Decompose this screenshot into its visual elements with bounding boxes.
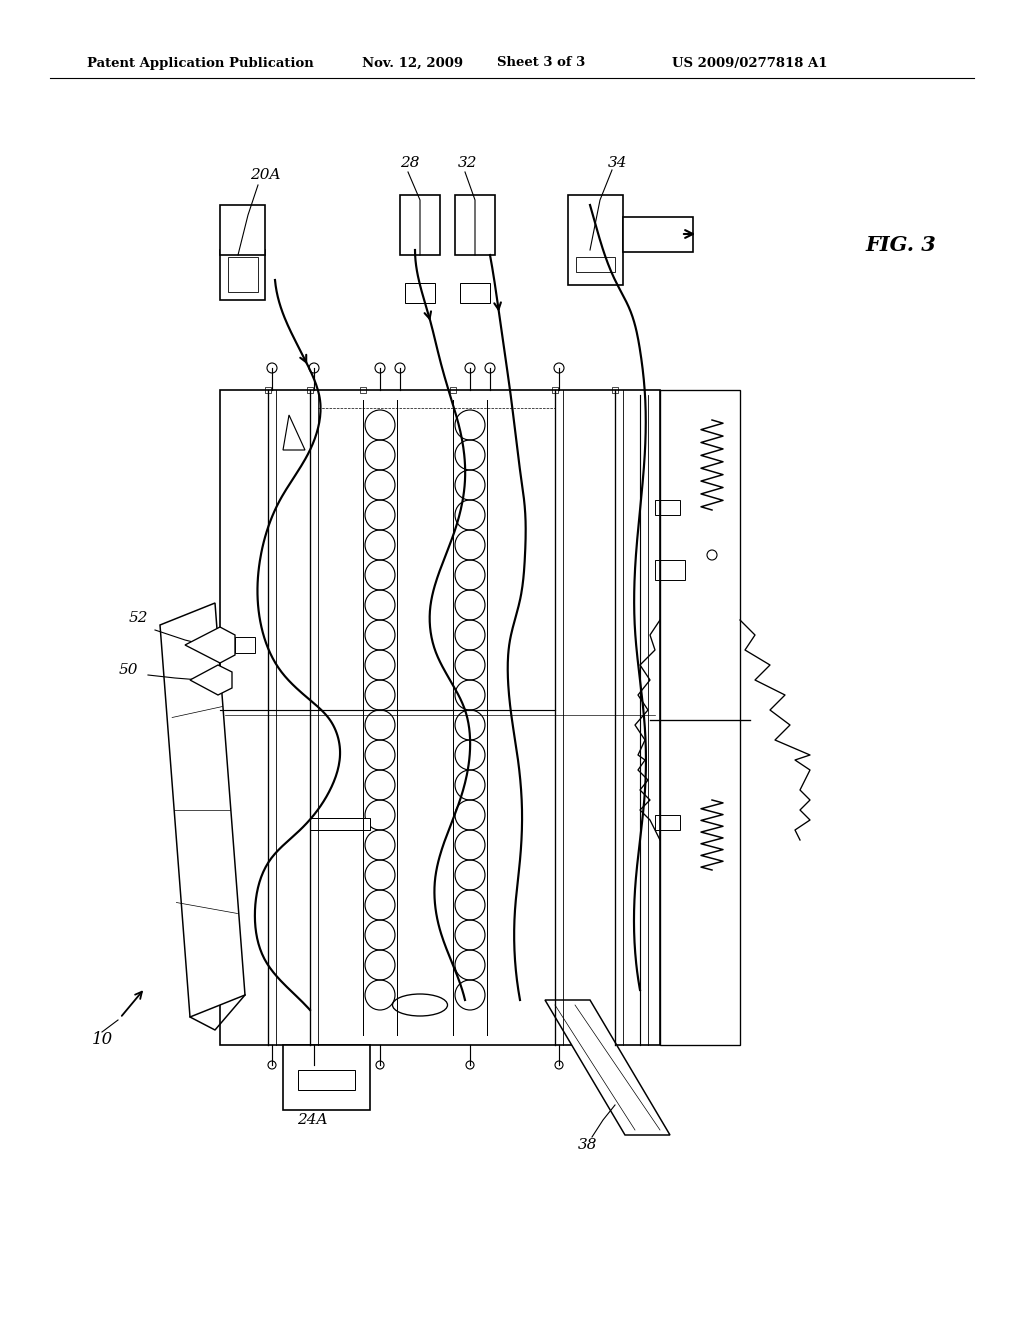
Bar: [220, 389, 660, 1045]
Text: 28: 28: [400, 156, 420, 170]
Bar: [623, 216, 693, 252]
Bar: [360, 387, 366, 393]
Bar: [612, 387, 618, 393]
Bar: [450, 387, 456, 393]
Text: Nov. 12, 2009: Nov. 12, 2009: [362, 57, 463, 70]
Bar: [298, 1071, 355, 1090]
Bar: [460, 282, 490, 304]
Polygon shape: [283, 414, 305, 450]
Bar: [552, 387, 558, 393]
Bar: [568, 195, 623, 285]
Bar: [220, 205, 265, 255]
Text: 50: 50: [118, 663, 138, 677]
Polygon shape: [545, 1001, 670, 1135]
Bar: [655, 814, 680, 830]
Text: 34: 34: [608, 156, 628, 170]
Bar: [228, 257, 258, 292]
Text: US 2009/0277818 A1: US 2009/0277818 A1: [672, 57, 827, 70]
Polygon shape: [160, 603, 245, 1016]
Bar: [400, 195, 440, 255]
Text: FIG. 3: FIG. 3: [865, 235, 936, 255]
Polygon shape: [190, 665, 232, 696]
Text: Sheet 3 of 3: Sheet 3 of 3: [497, 57, 586, 70]
Bar: [265, 387, 271, 393]
Text: 38: 38: [579, 1138, 598, 1152]
Polygon shape: [185, 627, 234, 663]
Text: Patent Application Publication: Patent Application Publication: [87, 57, 313, 70]
Bar: [406, 282, 435, 304]
Bar: [310, 818, 370, 830]
Bar: [575, 257, 615, 272]
Text: 24A: 24A: [297, 1113, 328, 1127]
Bar: [234, 638, 255, 653]
Bar: [220, 249, 265, 300]
Text: 32: 32: [458, 156, 477, 170]
Bar: [455, 195, 495, 255]
Bar: [655, 560, 685, 579]
Text: 10: 10: [91, 1031, 113, 1048]
Bar: [660, 389, 740, 1045]
Text: 20A: 20A: [250, 168, 281, 182]
Bar: [283, 1045, 370, 1110]
Bar: [655, 500, 680, 515]
Text: 52: 52: [128, 611, 147, 624]
Bar: [307, 387, 313, 393]
